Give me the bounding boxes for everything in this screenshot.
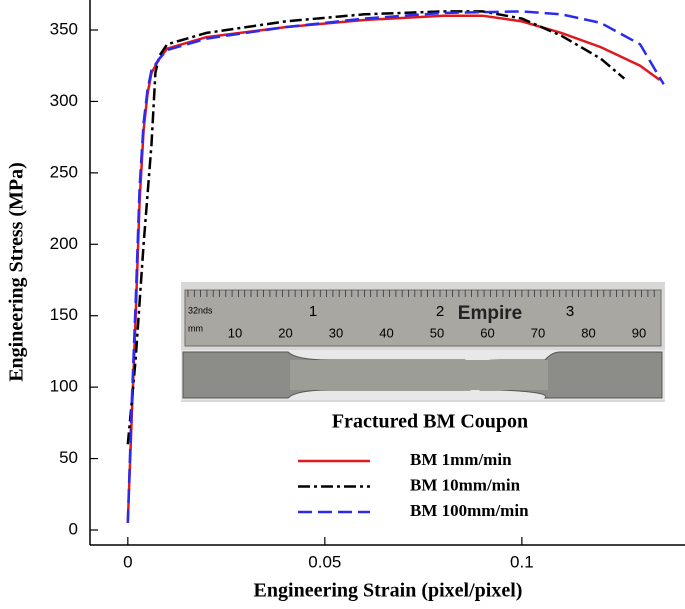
inset-caption: Fractured BM Coupon bbox=[332, 411, 528, 433]
legend-label: BM 10mm/min bbox=[410, 475, 521, 494]
ruler-mm-label: 40 bbox=[379, 325, 393, 340]
ruler-mm-label: 80 bbox=[581, 325, 595, 340]
ruler-brand: Empire bbox=[458, 303, 522, 324]
ruler bbox=[184, 289, 662, 347]
y-tick-label: 250 bbox=[50, 162, 78, 181]
x-tick-label: 0 bbox=[123, 552, 132, 571]
data-line bbox=[126, 10, 626, 445]
ruler-mm-label: 30 bbox=[329, 325, 343, 340]
ruler-mm-label: 10 bbox=[228, 325, 242, 340]
y-tick-label: 50 bbox=[59, 448, 78, 467]
y-tick-label: 150 bbox=[50, 305, 78, 324]
x-tick-label: 0.1 bbox=[510, 552, 534, 571]
y-tick-label: 0 bbox=[69, 519, 78, 538]
ruler-mm-label: 20 bbox=[278, 325, 292, 340]
ruler-mm-label: 90 bbox=[632, 325, 646, 340]
inset-photo: 32nds mm 1 2 3 10 20 30 40 50 60 70 80 90 Empire bbox=[181, 282, 665, 402]
ruler-label: mm bbox=[188, 323, 203, 333]
y-tick-label: 200 bbox=[50, 234, 78, 253]
legend-label: BM 1mm/min bbox=[410, 450, 512, 469]
ruler-mm-label: 50 bbox=[430, 325, 444, 340]
data-line bbox=[126, 10, 665, 523]
x-axis-label: Engineering Strain (pixel/pixel) bbox=[254, 580, 523, 602]
ruler-inch-label: 1 bbox=[309, 303, 317, 320]
ruler-label: 32nds bbox=[188, 305, 213, 315]
y-axis-label: Engineering Stress (MPa) bbox=[6, 162, 28, 382]
ruler-mm-label: 70 bbox=[531, 325, 545, 340]
ruler-mm-label: 60 bbox=[480, 325, 494, 340]
y-tick-label: 350 bbox=[50, 19, 78, 38]
data-line bbox=[126, 14, 661, 523]
ruler-inch-label: 2 bbox=[436, 303, 444, 320]
y-tick-label: 300 bbox=[50, 91, 78, 110]
legend-label: BM 100mm/min bbox=[410, 501, 529, 520]
x-tick-label: 0.05 bbox=[308, 552, 341, 571]
ruler-inch-label: 3 bbox=[566, 303, 574, 320]
y-tick-label: 100 bbox=[50, 377, 78, 396]
gauge-section bbox=[290, 360, 548, 390]
